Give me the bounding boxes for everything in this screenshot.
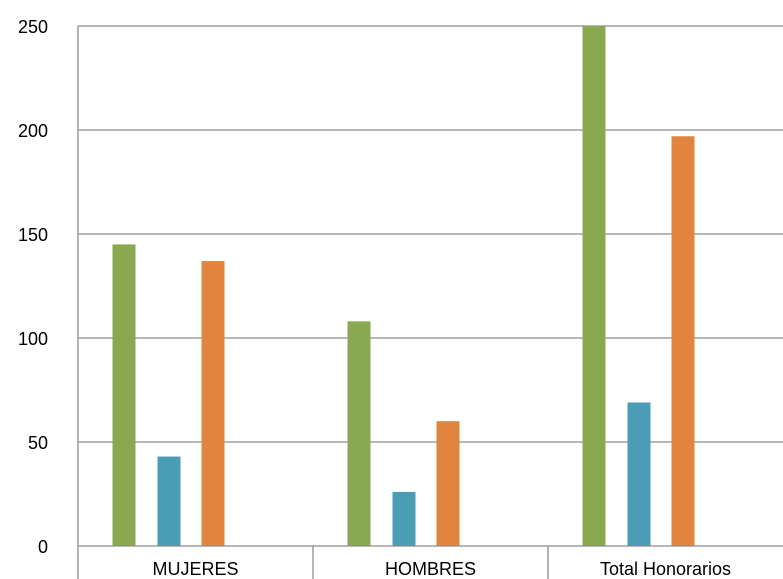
bar (392, 491, 416, 546)
x-category-labels: MUJERES HOMBRES Total Honorarios (152, 559, 731, 579)
bar (582, 26, 606, 546)
y-tick-labels: 0 50 100 150 200 250 (18, 17, 48, 557)
bar (627, 402, 651, 546)
x-category-label: MUJERES (152, 559, 238, 579)
bar (157, 456, 181, 546)
y-tick-label: 200 (18, 121, 48, 141)
y-tick-label: 0 (38, 537, 48, 557)
bar (112, 244, 136, 546)
gridlines (78, 25, 783, 443)
bar (671, 136, 695, 547)
y-tick-label: 50 (28, 433, 48, 453)
axes (77, 26, 783, 579)
bar (201, 261, 225, 546)
bars (112, 26, 695, 547)
y-tick-label: 150 (18, 225, 48, 245)
y-tick-label: 100 (18, 329, 48, 349)
bar (347, 321, 371, 546)
bar (436, 421, 460, 546)
y-tick-label: 250 (18, 17, 48, 37)
x-category-label: HOMBRES (385, 559, 476, 579)
x-category-label: Total Honorarios (600, 559, 731, 579)
